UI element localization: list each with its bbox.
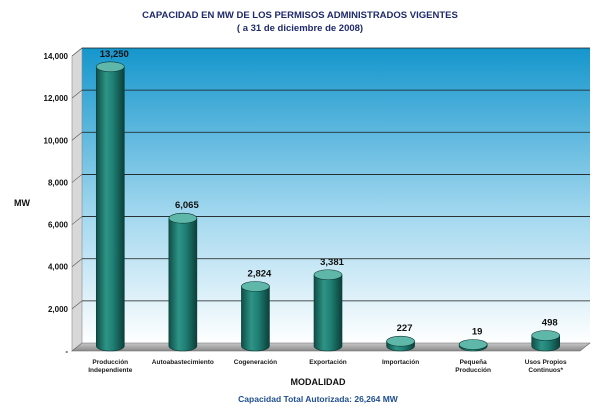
bar-top <box>241 281 270 292</box>
grid-line-side <box>71 258 83 267</box>
y-axis-ticks: - 2,000 4,000 6,000 8,000 10,000 12,000 14,000 <box>44 52 69 356</box>
bar <box>241 281 270 352</box>
bar-value-label: 13,250 <box>100 49 129 60</box>
bar-value-label: 498 <box>542 318 558 329</box>
grid-line-side <box>71 216 83 225</box>
bar-top <box>458 339 488 350</box>
bar-top <box>313 269 343 281</box>
y-tick-label: - <box>65 347 68 356</box>
bar-body <box>241 286 270 352</box>
bar <box>168 212 198 352</box>
y-tick-label: 6,000 <box>48 221 69 230</box>
x-tick-label: Pequeña Producción <box>455 359 491 374</box>
grid-line-side <box>71 132 83 141</box>
y-tick-label: 10,000 <box>44 136 69 145</box>
y-tick-label: 2,000 <box>48 305 69 314</box>
y-tick-label: 14,000 <box>44 52 69 61</box>
x-tick-label: Producción Independiente <box>88 359 132 374</box>
bar <box>458 339 488 352</box>
y-tick-label: 12,000 <box>44 94 69 103</box>
x-tick-label: Usos Propios Continuos* <box>525 359 567 374</box>
x-tick-label: Cogeneración <box>234 359 277 366</box>
bar-value-label: 2,824 <box>248 268 272 279</box>
bar <box>386 335 415 352</box>
y-axis-label: MW <box>14 198 30 208</box>
bar-body <box>95 66 125 352</box>
grid-line-side <box>71 300 83 310</box>
chart-title: CAPACIDAD EN MW DE LOS PERMISOS ADMINIST… <box>142 10 458 21</box>
bar-body <box>313 274 343 352</box>
bar-top <box>386 335 415 347</box>
bar-top <box>168 212 198 224</box>
category-labels: Producción Independiente Autoabastecimient… <box>88 359 567 374</box>
bar-body <box>168 217 198 352</box>
bar <box>313 269 343 352</box>
chart-subtitle: ( a 31 de diciembre de 2008) <box>237 23 363 34</box>
y-tick-label: 4,000 <box>48 263 69 272</box>
x-tick-label: Importación <box>382 359 419 366</box>
x-axis-label: MODALIDAD <box>291 377 346 387</box>
footer-total: Capacidad Total Autorizada: 26,264 MW <box>238 394 399 404</box>
bar-value-label: 3,381 <box>320 257 344 268</box>
x-tick-label: Autoabastecimiento <box>152 359 214 366</box>
bar-value-label: 6,065 <box>175 200 199 211</box>
grid-line-side <box>71 47 83 57</box>
y-tick-label: 8,000 <box>48 178 69 187</box>
bar <box>95 61 125 352</box>
grid-line-side <box>71 89 83 99</box>
bar-value-label: 19 <box>472 327 483 338</box>
bars: 13,250 6,065 2,824 3,381 227 19 498 <box>95 49 561 352</box>
x-tick-label: Exportación <box>309 359 347 366</box>
grid-line-side <box>71 174 83 183</box>
bar <box>531 330 561 352</box>
bar-value-label: 227 <box>397 323 413 334</box>
bar-top <box>531 330 561 341</box>
bar-top <box>95 61 125 73</box>
side-wall <box>71 47 83 352</box>
